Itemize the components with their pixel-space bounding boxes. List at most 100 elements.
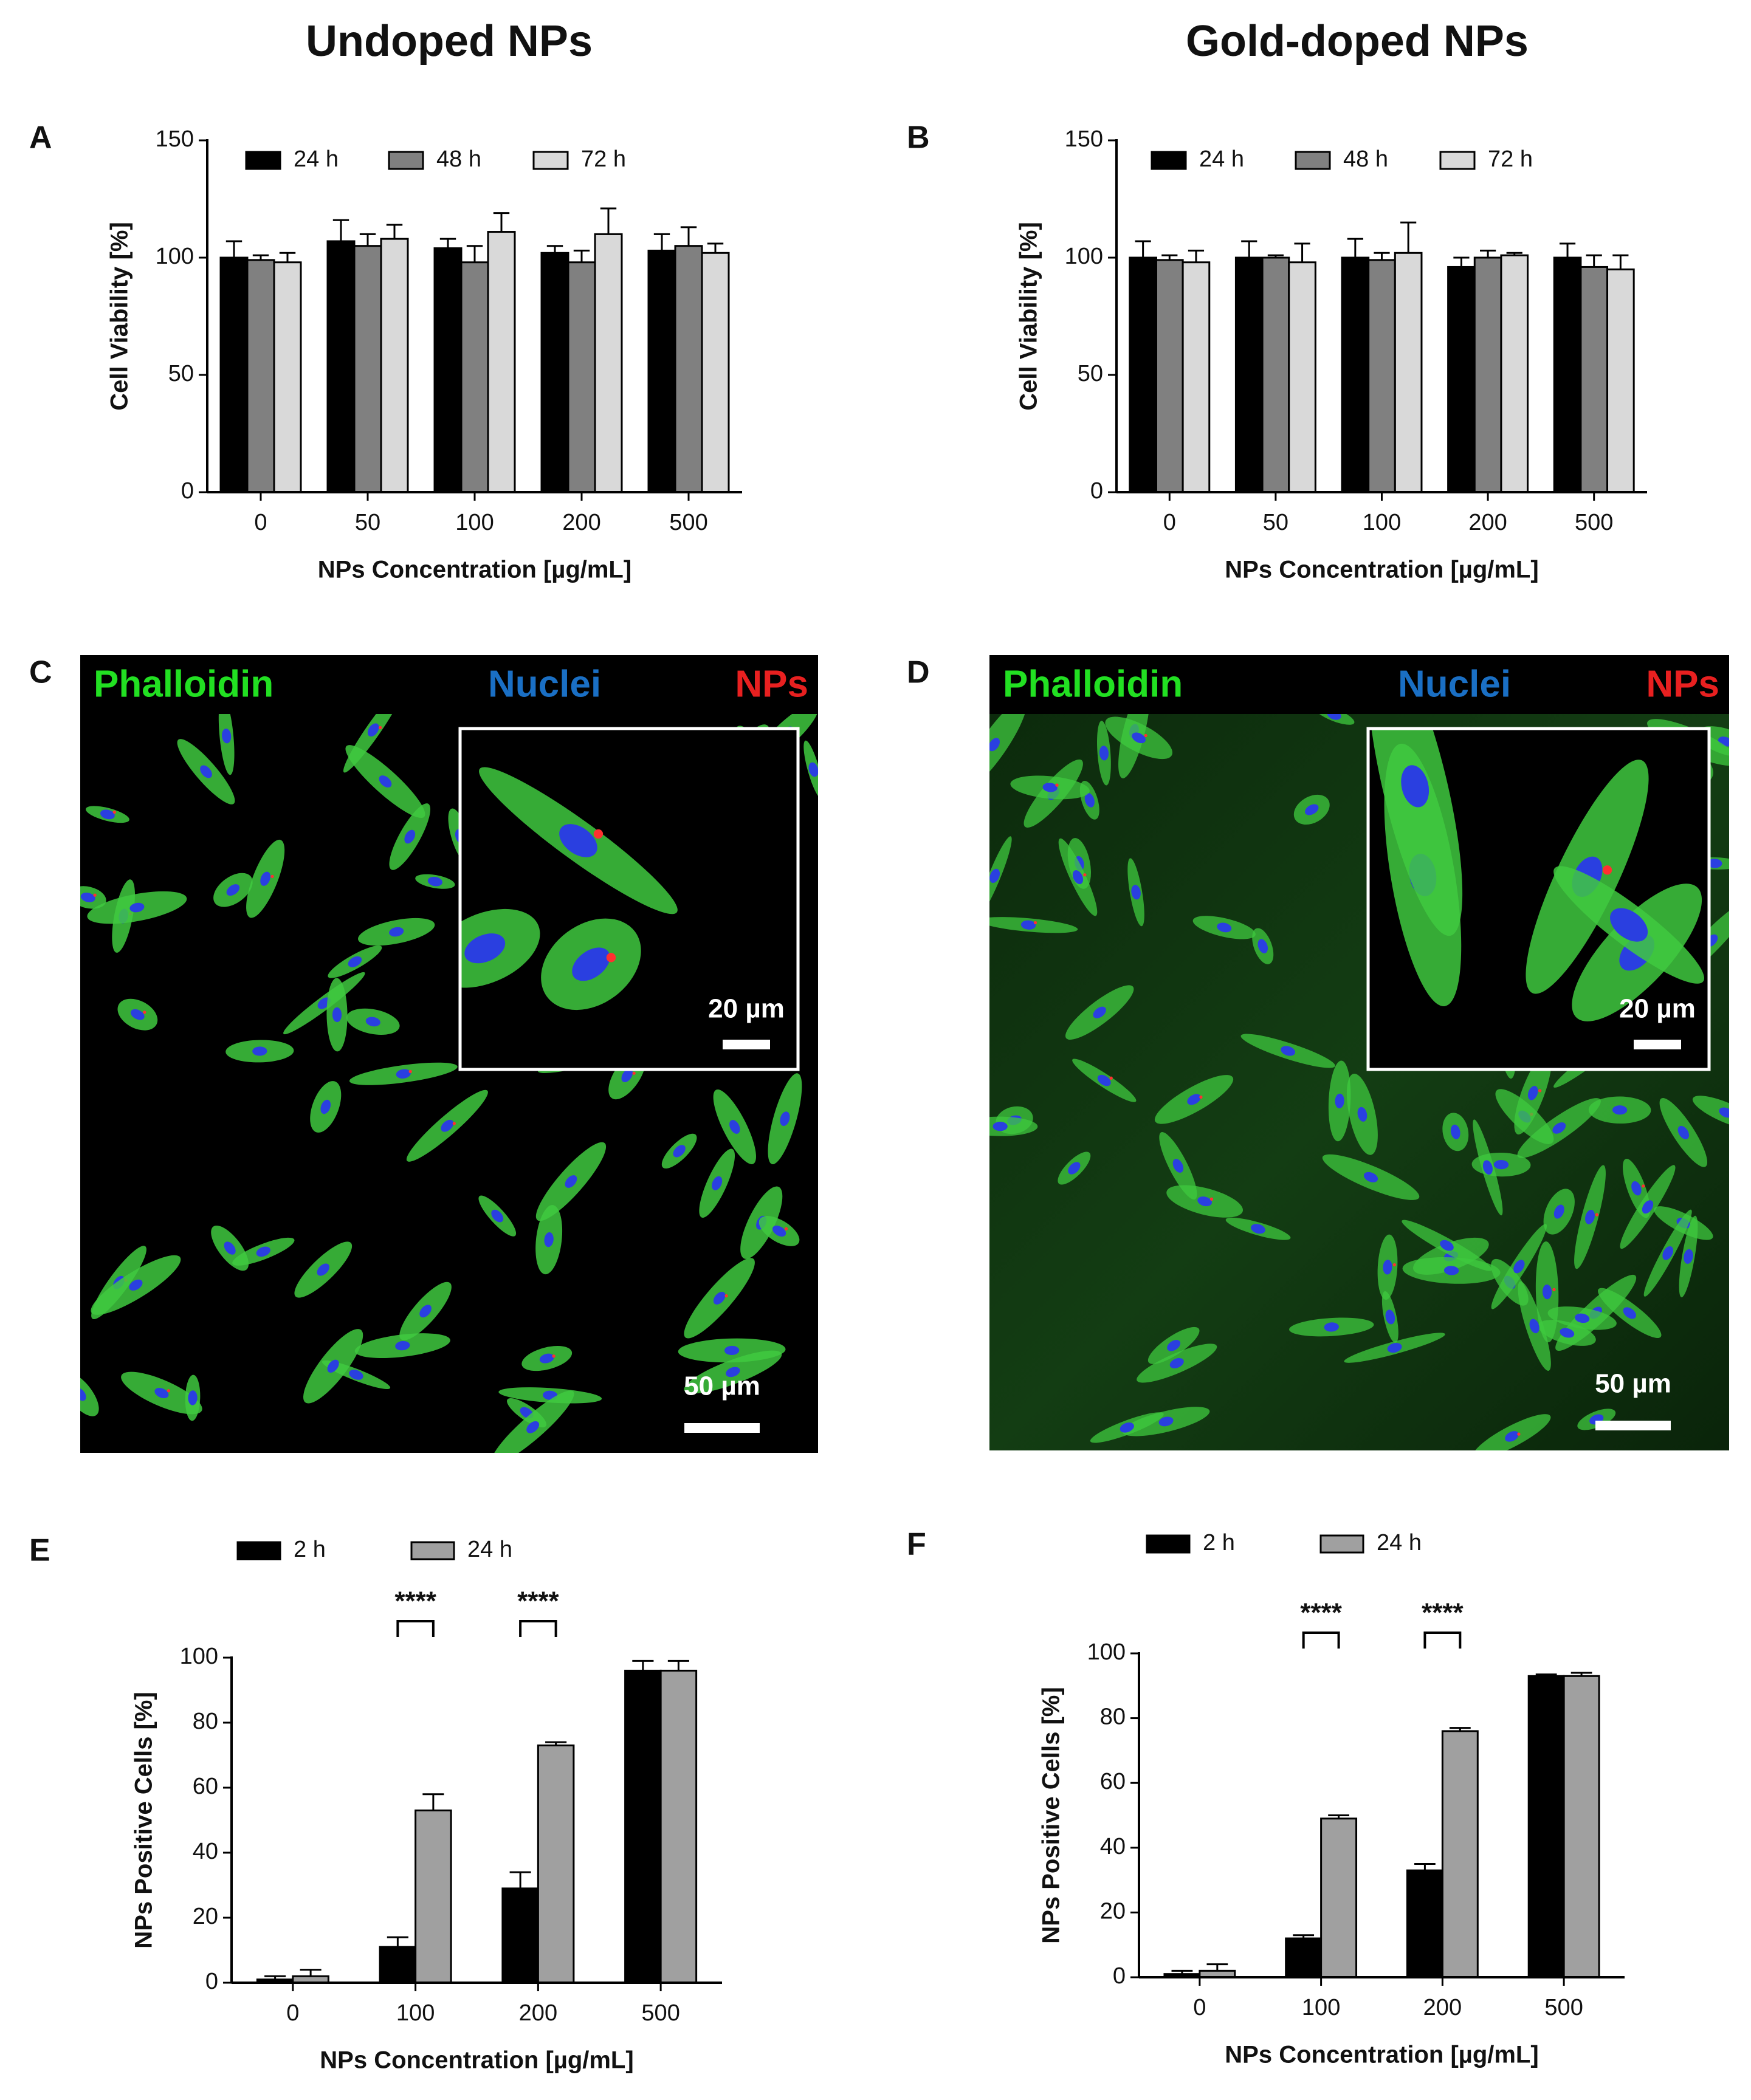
nucleus — [1158, 1416, 1174, 1427]
bar — [1367, 259, 1396, 493]
nucleus — [389, 927, 404, 937]
nucleus — [1120, 1422, 1134, 1433]
np-spot — [606, 953, 616, 962]
error-bar — [1293, 1934, 1315, 1939]
bar — [379, 1946, 417, 1984]
x-tick-label: 500 — [669, 510, 707, 535]
nucleus — [1169, 1357, 1184, 1368]
nucleus — [80, 1387, 86, 1401]
bar — [1500, 254, 1529, 493]
nucleus — [1042, 783, 1058, 792]
x-tick-label: 0 — [1163, 510, 1176, 535]
nucleus — [1529, 1319, 1539, 1334]
nucleus — [621, 1069, 633, 1083]
column-title: Undoped NPs — [306, 17, 593, 66]
nucleus — [327, 1359, 339, 1373]
error-bar — [707, 242, 724, 253]
significance-label: **** — [517, 1587, 559, 1616]
legend-swatch — [1146, 1534, 1191, 1554]
x-tick-label: 100 — [396, 2000, 435, 2026]
nucleus — [441, 1119, 454, 1132]
bar — [380, 238, 409, 493]
x-tick-label: 200 — [519, 2000, 557, 2026]
legend-swatch — [410, 1541, 455, 1560]
nucleus — [129, 902, 145, 913]
bar — [594, 233, 623, 493]
np-spot — [1392, 1263, 1397, 1267]
scale-bar — [1595, 1421, 1671, 1430]
nucleus — [1099, 746, 1109, 761]
nucleus — [1385, 1309, 1395, 1325]
nucleus — [1527, 1086, 1538, 1100]
bar — [1441, 1730, 1479, 1978]
channel-label: Nuclei — [488, 663, 601, 705]
nucleus — [526, 1421, 540, 1433]
nucleus — [80, 893, 95, 902]
nucleus — [1719, 1107, 1729, 1118]
legend-label: 24 h — [1377, 1530, 1422, 1556]
nucleus — [1513, 1260, 1525, 1274]
nucleus — [188, 1390, 198, 1405]
error-bar — [1294, 242, 1310, 262]
nucleus — [1335, 1093, 1344, 1109]
significance-bracket — [1423, 1632, 1462, 1649]
y-tick-label: 40 — [193, 1839, 218, 1864]
channel-label: Nuclei — [1398, 663, 1511, 705]
np-spot — [552, 1354, 556, 1358]
error-bar — [1506, 252, 1522, 256]
nucleus — [1327, 714, 1341, 720]
inset-scale-bar-label: 20 µm — [1619, 994, 1696, 1024]
y-axis-title: Cell Viability [%] — [106, 222, 133, 410]
np-spot — [1595, 1213, 1599, 1216]
nucleus — [1542, 1284, 1552, 1300]
error-bar — [1449, 1727, 1471, 1731]
x-tick-label: 500 — [1575, 510, 1613, 535]
y-axis-title: Cell Viability [%] — [1016, 222, 1042, 410]
nucleus — [712, 1176, 723, 1190]
error-bar — [1206, 1963, 1228, 1971]
significance-label: **** — [1300, 1598, 1342, 1628]
panel-letter: A — [29, 120, 52, 156]
cells — [80, 714, 818, 1453]
bar — [1394, 252, 1423, 493]
np-spot — [1144, 733, 1147, 738]
x-tick-label: 200 — [1468, 510, 1507, 535]
bar — [1563, 1675, 1600, 1978]
legend-swatch — [388, 151, 424, 170]
bar — [567, 261, 596, 493]
nucleus — [154, 1388, 169, 1399]
panel-letter: B — [907, 120, 930, 156]
nucleus — [1167, 1340, 1181, 1351]
column-title: Gold-doped NPs — [1186, 17, 1529, 66]
error-bar — [1347, 238, 1363, 258]
inset-cells — [1368, 729, 1704, 1021]
nucleus — [419, 1305, 432, 1318]
np-spot — [1109, 1076, 1113, 1080]
image-header — [80, 655, 818, 714]
bar — [460, 261, 489, 493]
legend-label: 48 h — [436, 146, 481, 172]
legend-label: 72 h — [1488, 146, 1533, 172]
nucleus — [1443, 1266, 1459, 1275]
significance-bracket — [396, 1620, 435, 1637]
error-bar — [252, 254, 269, 260]
error-bar — [573, 249, 590, 262]
error-bar — [1400, 221, 1417, 253]
nucleus — [404, 829, 416, 844]
error-bar — [1188, 249, 1205, 262]
error-bar — [1480, 249, 1496, 258]
nucleus — [726, 1367, 740, 1378]
nucleus — [224, 1241, 236, 1255]
nucleus — [260, 871, 270, 886]
nucleus — [673, 1145, 686, 1158]
error-bar — [225, 240, 243, 258]
nucleus — [1387, 1343, 1402, 1353]
x-tick-label: 200 — [562, 510, 600, 535]
nucleus — [1132, 732, 1146, 744]
bar — [1473, 256, 1502, 493]
channel-label: Phalloidin — [94, 663, 273, 705]
error-bar — [1612, 254, 1629, 270]
nucleus — [1552, 1122, 1566, 1134]
legend-swatch — [532, 151, 569, 170]
y-tick-label: 80 — [1100, 1704, 1126, 1730]
